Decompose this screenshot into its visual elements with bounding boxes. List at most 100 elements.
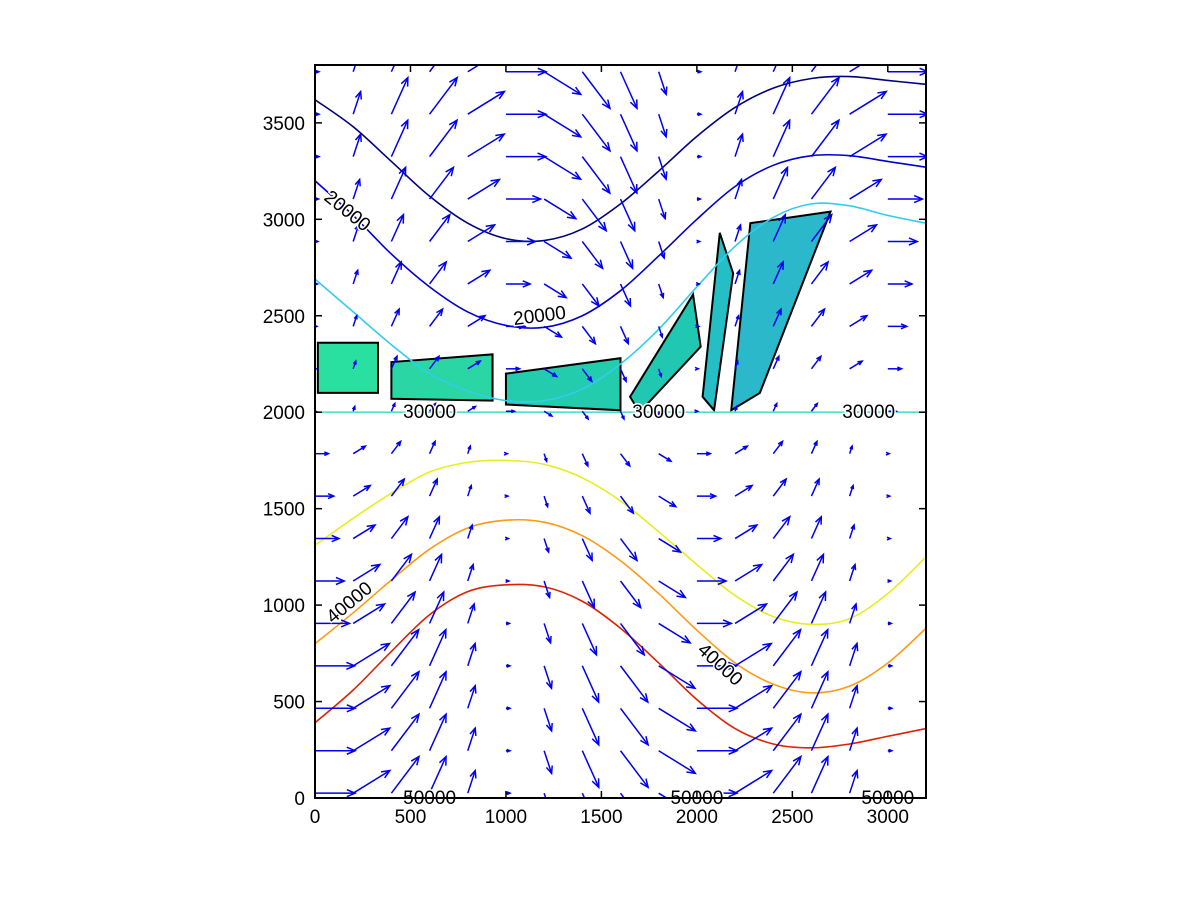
quiver-arrow — [887, 366, 904, 372]
quiver-arrow — [581, 750, 600, 790]
quiver-arrow — [543, 580, 551, 600]
quiver-arrow — [351, 404, 356, 412]
y-tick-label: 500 — [273, 693, 305, 714]
quiver-arrow — [849, 405, 860, 412]
quiver-arrow — [619, 410, 625, 421]
quiver-arrow — [467, 269, 492, 285]
quiver-arrow — [696, 154, 703, 159]
quiver-arrow — [428, 165, 455, 200]
quiver-arrow — [810, 165, 837, 200]
quiver-arrow — [657, 368, 663, 379]
quiver-arrow — [428, 260, 448, 285]
quiver-arrow — [315, 704, 358, 713]
quiver-arrow — [734, 524, 759, 540]
quiver-arrow — [849, 133, 888, 158]
quiver-arrow — [504, 536, 511, 541]
quiver-arrow — [772, 712, 803, 752]
quiver-arrow — [390, 628, 420, 667]
quiver-arrow — [467, 133, 506, 158]
quiver-arrow — [772, 118, 791, 157]
quiver-arrow — [848, 683, 859, 709]
quiver-arrow — [581, 241, 604, 270]
quiver-arrow — [887, 409, 899, 414]
quiver-arrow — [315, 788, 358, 798]
quiver-arrow — [581, 495, 591, 515]
quiver-arrow — [467, 360, 482, 370]
quiver-arrow — [734, 484, 754, 497]
quiver-arrow — [657, 241, 666, 260]
quiver-arrow — [887, 578, 893, 584]
quiver-arrow — [696, 239, 702, 244]
quiver-arrow — [505, 194, 543, 204]
quiver-arrow — [428, 477, 439, 497]
quiver-arrow — [810, 514, 823, 539]
quiver-arrow — [315, 661, 357, 671]
quiver-arrow — [619, 71, 638, 111]
quiver-arrow — [581, 707, 600, 747]
quiver-arrow — [695, 281, 702, 286]
quiver-arrow — [848, 641, 859, 667]
quiver-arrow — [505, 323, 527, 330]
quiver-arrow — [581, 368, 593, 383]
axes-box — [314, 64, 927, 799]
quiver-arrow — [810, 439, 818, 454]
quiver-arrow — [887, 621, 894, 626]
sediment-polygon-0 — [316, 341, 380, 394]
quiver-arrow — [696, 576, 728, 586]
quiver-arrow — [390, 590, 417, 624]
quiver-arrow — [467, 65, 481, 73]
quiver-arrow — [428, 514, 441, 539]
quiver-arrow — [848, 483, 855, 497]
quiver-arrow — [504, 494, 510, 499]
quiver-arrow — [619, 241, 634, 271]
quiver-arrow — [543, 453, 548, 464]
quiver-arrow — [428, 307, 444, 327]
quiver-arrow — [619, 707, 650, 747]
quiver-arrow — [849, 65, 862, 73]
quiver-arrow — [810, 477, 820, 497]
contour-25000 — [315, 202, 926, 403]
contour-40000 — [315, 518, 926, 694]
quiver-arrow — [390, 260, 403, 285]
quiver-arrow — [696, 534, 723, 543]
quiver-arrow — [390, 165, 407, 200]
quiver-arrow — [772, 552, 795, 582]
quiver-arrow — [505, 621, 512, 626]
quiver-arrow — [734, 359, 739, 370]
quiver-arrow — [810, 354, 823, 370]
quiver-arrow — [467, 683, 477, 709]
quiver-arrow — [503, 451, 510, 456]
quiver-arrow — [696, 197, 703, 202]
quiver-arrow — [772, 755, 803, 794]
quiver-arrow — [543, 623, 552, 645]
quiver-arrow — [887, 663, 894, 668]
quiver-arrow — [772, 260, 784, 285]
quiver-arrow — [581, 453, 589, 468]
quiver-arrow — [581, 113, 612, 153]
quiver-arrow — [315, 534, 341, 543]
quiver-arrow — [619, 113, 638, 153]
quiver-arrow — [467, 444, 472, 454]
quiver-arrow — [619, 750, 650, 789]
quiver-arrow — [390, 307, 400, 327]
quiver-arrow — [619, 326, 630, 346]
quiver-arrow — [810, 260, 830, 285]
quiver-arrow — [734, 65, 739, 72]
y-tick-label: 2500 — [263, 307, 305, 328]
x-tick-label: 500 — [395, 807, 427, 828]
quiver-arrow — [849, 360, 864, 370]
quiver-arrow — [581, 283, 601, 308]
contour-label-30000-2: 30000 — [842, 402, 895, 423]
contour-35000 — [315, 459, 926, 626]
quiver-arrow — [352, 268, 359, 285]
quiver-arrow — [810, 401, 819, 412]
quiver-arrow — [467, 90, 507, 115]
quiver-arrow — [885, 451, 892, 456]
quiver-arrow — [696, 704, 739, 713]
quiver-arrow — [734, 602, 769, 625]
quiver-arrow — [887, 152, 926, 161]
quiver-arrow — [543, 283, 568, 299]
quiver-arrow — [467, 768, 477, 794]
axis-ticks-layer — [314, 65, 926, 799]
